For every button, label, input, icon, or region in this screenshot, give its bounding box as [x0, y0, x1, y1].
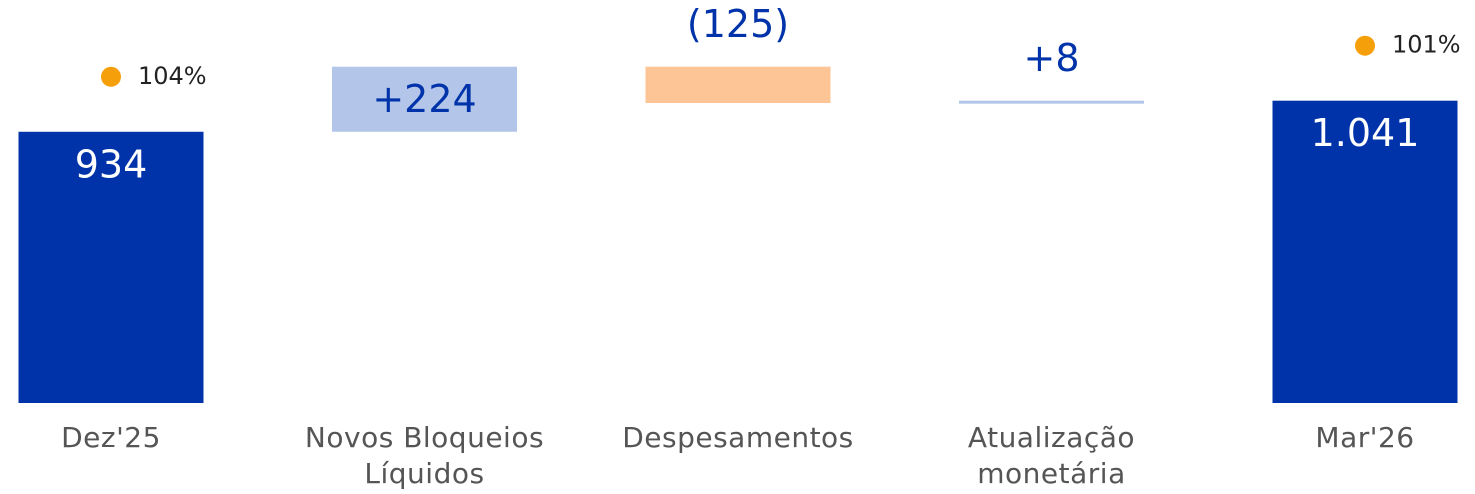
value-label: 934: [75, 142, 148, 186]
value-label: +8: [1023, 36, 1079, 80]
bar: [959, 100, 1144, 104]
bar: [332, 66, 517, 132]
bar: [1272, 100, 1458, 403]
x-tick-label: Mar'26: [1315, 421, 1415, 454]
x-tick-label: Despesamentos: [622, 421, 854, 454]
percent-label: 101%: [1392, 31, 1461, 59]
bar: [645, 66, 831, 104]
x-tick-label: Atualização monetária: [967, 421, 1136, 490]
x-tick-label: Dez'25: [61, 421, 161, 454]
value-label: 1.041: [1311, 111, 1420, 155]
percent-marker: [101, 66, 121, 87]
x-tick-label: Novos Bloqueios Líquidos: [304, 421, 545, 490]
value-label: (125): [687, 2, 789, 46]
value-label: +224: [372, 77, 476, 121]
bar: [18, 131, 204, 403]
percent-label: 104%: [138, 62, 207, 90]
percent-marker: [1355, 35, 1375, 56]
